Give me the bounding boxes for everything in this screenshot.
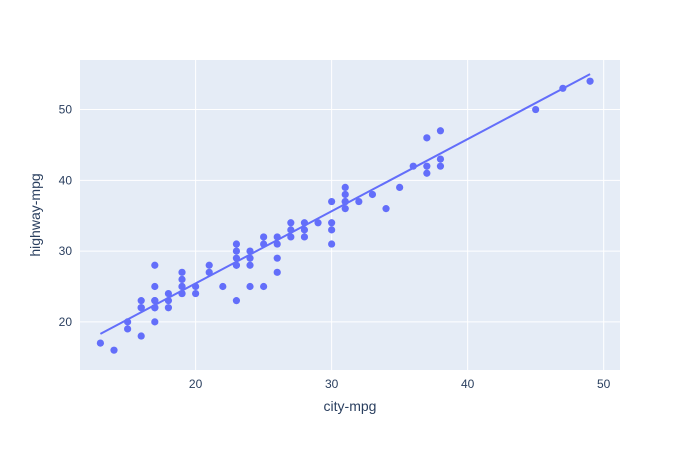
- data-point: [586, 77, 594, 85]
- data-point: [300, 226, 309, 234]
- data-point: [151, 282, 159, 291]
- data-point: [273, 233, 281, 241]
- data-point: [273, 268, 281, 276]
- x-axis-title: city-mpg: [324, 398, 377, 414]
- data-point: [328, 197, 336, 206]
- data-point: [164, 297, 173, 305]
- data-point: [423, 169, 431, 177]
- data-point: [151, 304, 159, 312]
- data-point: [341, 205, 349, 213]
- data-point: [328, 219, 336, 227]
- points-layer: [96, 77, 594, 354]
- data-point: [151, 261, 159, 269]
- data-point: [246, 282, 254, 291]
- data-point: [232, 247, 241, 255]
- data-point: [436, 127, 445, 135]
- data-point: [300, 219, 309, 227]
- data-point: [192, 282, 200, 291]
- x-tick-label: 30: [325, 377, 339, 391]
- data-point: [246, 261, 254, 269]
- data-point: [137, 332, 145, 340]
- data-point: [287, 233, 295, 241]
- data-point: [164, 304, 173, 312]
- data-point: [287, 226, 295, 234]
- gridlines: [80, 60, 620, 370]
- data-point: [532, 105, 540, 114]
- y-axis-title: highway-mpg: [27, 173, 43, 256]
- data-point: [151, 318, 159, 326]
- data-point: [314, 219, 322, 227]
- data-point: [219, 282, 227, 291]
- data-point: [559, 84, 567, 92]
- data-point: [151, 297, 159, 305]
- data-point: [124, 318, 132, 326]
- data-point: [178, 275, 186, 284]
- data-point: [246, 247, 254, 255]
- data-point: [96, 339, 105, 347]
- data-point: [164, 289, 173, 298]
- data-point: [273, 240, 281, 248]
- data-point: [423, 134, 431, 142]
- data-point: [205, 261, 213, 269]
- data-point: [232, 297, 241, 305]
- data-point: [246, 254, 254, 262]
- y-tick-label: 30: [59, 244, 73, 258]
- data-point: [232, 254, 241, 262]
- x-tick-label: 20: [189, 377, 203, 391]
- tick-labels: 20 30 40 50 20 30 40 50: [59, 103, 611, 391]
- data-point: [178, 289, 186, 298]
- data-point: [260, 282, 268, 291]
- y-tick-label: 50: [59, 103, 73, 117]
- data-point: [232, 261, 241, 269]
- y-tick-label: 20: [59, 315, 73, 329]
- data-point: [260, 240, 268, 248]
- data-point: [124, 325, 132, 333]
- data-point: [436, 162, 445, 170]
- data-point: [178, 282, 186, 291]
- data-point: [396, 183, 404, 191]
- data-point: [273, 254, 281, 262]
- x-tick-label: 40: [461, 377, 475, 391]
- plot-background: [80, 60, 620, 370]
- data-point: [341, 190, 349, 199]
- data-point: [328, 226, 336, 234]
- data-point: [192, 289, 200, 298]
- data-point: [355, 197, 363, 206]
- data-point: [368, 190, 377, 199]
- y-tick-label: 40: [59, 173, 73, 187]
- data-point: [205, 268, 213, 276]
- data-point: [436, 155, 445, 163]
- data-point: [341, 183, 349, 191]
- data-point: [328, 240, 336, 248]
- data-point: [110, 346, 118, 354]
- data-point: [300, 233, 309, 241]
- data-point: [341, 197, 349, 206]
- data-point: [178, 268, 186, 276]
- data-point: [409, 162, 417, 170]
- data-point: [137, 304, 145, 312]
- data-point: [287, 219, 295, 227]
- data-point: [423, 162, 431, 170]
- data-point: [260, 233, 268, 241]
- data-point: [137, 297, 145, 305]
- x-tick-label: 50: [597, 377, 611, 391]
- data-point: [382, 205, 390, 213]
- data-point: [232, 240, 241, 248]
